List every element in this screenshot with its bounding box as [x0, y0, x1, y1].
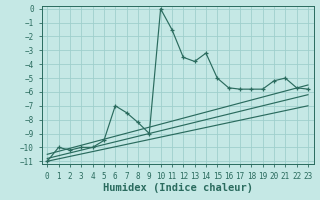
X-axis label: Humidex (Indice chaleur): Humidex (Indice chaleur) — [103, 183, 252, 193]
